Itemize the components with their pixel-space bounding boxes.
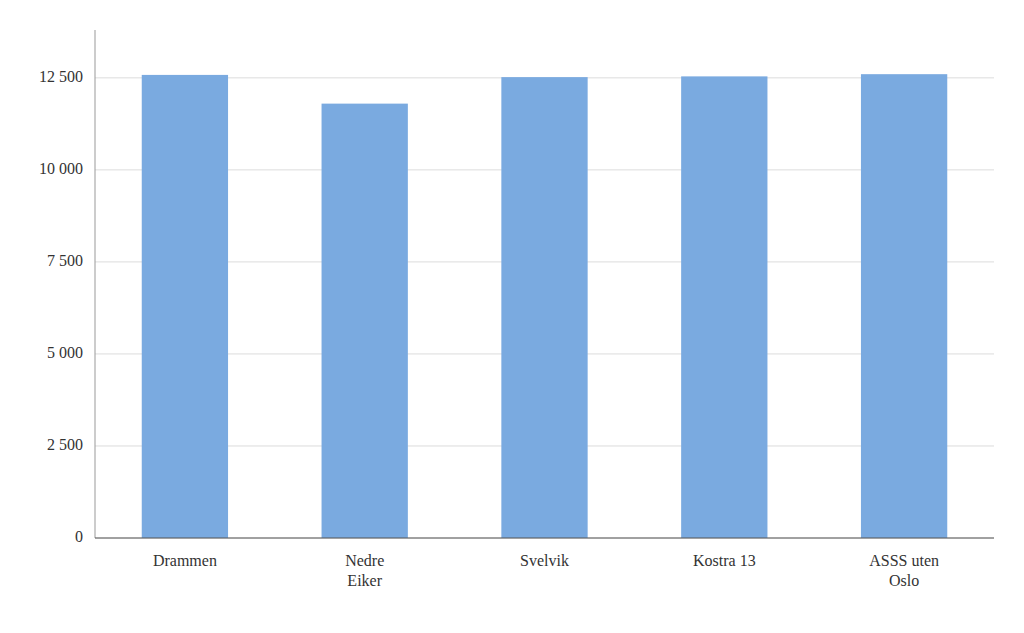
bar	[142, 75, 228, 538]
y-tick-label: 10 000	[39, 160, 83, 177]
x-tick-label: Drammen	[153, 552, 217, 569]
grid-line	[95, 538, 994, 539]
chart-svg: 0 2 500 5 000 7 500 10 000 12 500 Drammen Nedre…	[0, 0, 1024, 633]
x-tick-label: ASSS utenOslo	[869, 552, 939, 589]
bar	[322, 104, 408, 538]
x-tick-label: Kostra 13	[693, 552, 756, 569]
x-tick-label: Svelvik	[520, 552, 569, 569]
x-axis-line	[95, 538, 994, 539]
y-tick-label: 12 500	[39, 68, 83, 85]
bars	[142, 74, 948, 538]
x-tick-labels: Drammen NedreEiker Svelvik Kostra 13 ASSS ut…	[153, 552, 939, 589]
y-tick-labels: 0 2 500 5 000 7 500 10 000 12 500	[39, 68, 83, 545]
chart-container: 0 2 500 5 000 7 500 10 000 12 500 Drammen Nedre…	[0, 0, 1024, 633]
grid	[95, 78, 994, 538]
y-tick-label: 7 500	[47, 252, 83, 269]
x-tick-label: NedreEiker	[345, 552, 384, 589]
y-tick-label: 2 500	[47, 436, 83, 453]
bar	[861, 74, 947, 538]
bar	[501, 77, 587, 538]
bar	[681, 76, 767, 538]
y-axis-line	[95, 30, 96, 538]
y-tick-label: 0	[75, 528, 83, 545]
y-tick-label: 5 000	[47, 344, 83, 361]
